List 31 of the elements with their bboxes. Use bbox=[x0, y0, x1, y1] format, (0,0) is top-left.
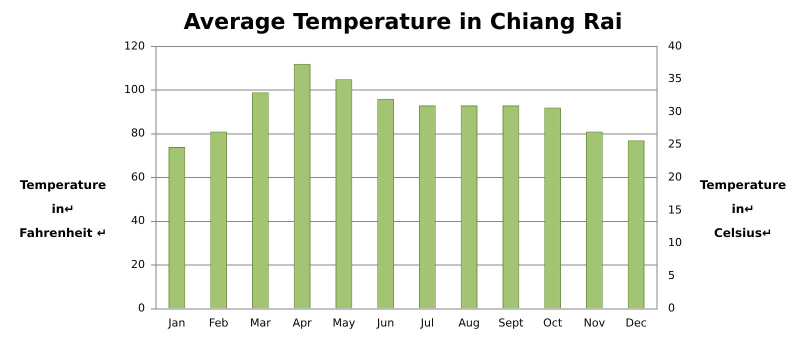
x-tick-label: May bbox=[332, 316, 356, 330]
y-tick-label: 20 bbox=[130, 258, 145, 271]
y-tick-label: 120 bbox=[124, 39, 145, 52]
y-tick-label: 40 bbox=[130, 214, 145, 228]
y2-tick-label: 40 bbox=[668, 39, 682, 52]
y-tick-label: 60 bbox=[130, 170, 145, 184]
x-tick-label: Dec bbox=[625, 316, 647, 330]
y2-tick-label: 25 bbox=[668, 138, 682, 151]
x-tick-label: Jul bbox=[420, 316, 434, 330]
y2-axis-title: Temperature in↵ Celsius↵ bbox=[698, 177, 788, 242]
y2-tick-label: 15 bbox=[668, 203, 682, 216]
y2-tick-label: 5 bbox=[668, 268, 676, 282]
y-tick-label: 0 bbox=[138, 302, 145, 315]
y2-tick-label: 30 bbox=[668, 104, 682, 118]
x-tick-label: Apr bbox=[292, 316, 312, 330]
y2-tick-label: 10 bbox=[668, 236, 682, 250]
y2-tick-label: 0 bbox=[668, 302, 676, 315]
x-tick-label: Jan bbox=[167, 316, 186, 330]
y2-tick-label: 35 bbox=[668, 72, 682, 86]
x-tick-label: Sept bbox=[498, 316, 524, 330]
x-tick-label: Oct bbox=[543, 316, 563, 330]
x-tick-label: Jun bbox=[376, 316, 394, 330]
x-tick-label: Feb bbox=[208, 316, 228, 330]
x-tick-label: Nov bbox=[584, 316, 606, 330]
x-tick-label: Aug bbox=[458, 316, 480, 330]
chart-title: Average Temperature in Chiang Rai bbox=[184, 10, 622, 35]
y-axis-title: Temperature in↵ Fahrenheit ↵ bbox=[18, 177, 108, 242]
y-tick-label: 100 bbox=[124, 82, 145, 96]
y2-tick-label: 20 bbox=[668, 170, 682, 184]
x-tick-label: Mar bbox=[250, 316, 272, 330]
y-tick-label: 80 bbox=[130, 126, 145, 140]
